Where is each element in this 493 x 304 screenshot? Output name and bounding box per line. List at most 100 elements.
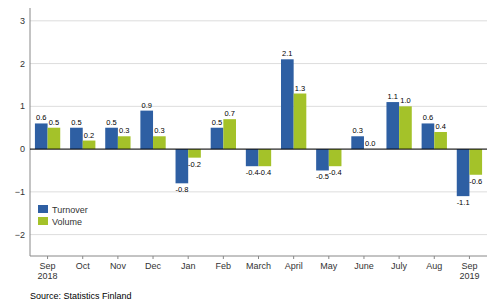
- x-tick-label: June: [354, 261, 374, 271]
- data-label: 0.2: [84, 131, 94, 140]
- x-tick: [188, 256, 189, 259]
- y-tick-label: 1: [20, 101, 25, 111]
- x-tick-label-line: Dec: [145, 261, 162, 271]
- data-label: 0.4: [435, 122, 445, 131]
- x-tick-label: Aug: [426, 261, 442, 271]
- data-label: -0.2: [188, 160, 201, 169]
- data-label: -0.5: [316, 172, 329, 181]
- legend-swatch: [38, 205, 48, 213]
- bar: [105, 128, 118, 149]
- bar: [434, 132, 447, 149]
- data-label: 2.1: [282, 49, 292, 58]
- x-tick-label-line: June: [354, 261, 374, 271]
- bar: [246, 149, 259, 166]
- bars: [35, 59, 482, 196]
- x-tick: [258, 256, 259, 259]
- x-tick-label-line: Feb: [216, 261, 232, 271]
- x-tick: [363, 256, 364, 259]
- x-tick-label: Jan: [181, 261, 196, 271]
- bar: [140, 111, 153, 149]
- legend-label: Volume: [52, 217, 82, 227]
- x-tick-label-line: Aug: [426, 261, 442, 271]
- data-label: 0.7: [224, 109, 234, 118]
- x-tick-label-line: Nov: [110, 261, 127, 271]
- grid-line: [30, 234, 487, 235]
- bar: [399, 106, 412, 149]
- bar: [386, 102, 399, 149]
- data-label: 0.5: [212, 118, 222, 127]
- bar: [153, 136, 166, 149]
- data-label: 0.0: [365, 139, 375, 148]
- bar: [259, 149, 272, 166]
- data-label: -0.4: [329, 168, 342, 177]
- bar: [329, 149, 342, 166]
- x-tick-label-line: Jan: [181, 261, 196, 271]
- x-tick-label-line: 2019: [459, 271, 479, 281]
- data-label: 0.9: [141, 101, 151, 110]
- data-label: 0.5: [49, 118, 59, 127]
- bar: [469, 149, 482, 175]
- legend-label: Turnover: [52, 205, 88, 215]
- grid-line: [30, 149, 487, 150]
- y-tick-label: 2: [20, 59, 25, 69]
- bar: [70, 128, 83, 149]
- x-tick-label-line: March: [246, 261, 271, 271]
- bar: [48, 128, 61, 149]
- data-label: 0.3: [352, 126, 362, 135]
- x-tick-label: Nov: [110, 261, 127, 271]
- bar: [211, 128, 224, 149]
- x-tick-label: Sep2018: [38, 261, 58, 281]
- x-tick-label: Sep2019: [459, 261, 479, 281]
- x-tick-label: Feb: [216, 261, 232, 271]
- data-label: 0.5: [71, 118, 81, 127]
- data-label: 0.5: [106, 118, 116, 127]
- data-label: -0.6: [469, 177, 482, 186]
- data-label: 0.6: [36, 113, 46, 122]
- bar: [294, 94, 307, 150]
- x-tick: [82, 256, 83, 259]
- bar: [316, 149, 329, 170]
- legend: Turnover Volume: [38, 205, 88, 227]
- source-note: Source: Statistics Finland: [30, 291, 132, 301]
- bar: [422, 123, 435, 149]
- data-labels: 0.60.50.50.9-0.80.5-0.42.1-0.50.31.10.6-…: [36, 49, 482, 207]
- chart: −2−101230.60.50.50.9-0.80.5-0.42.1-0.50.…: [0, 0, 493, 304]
- x-tick: [293, 256, 294, 259]
- x-tick: [434, 256, 435, 259]
- data-label: 1.3: [295, 84, 305, 93]
- grid-line: [30, 106, 487, 107]
- legend-swatch: [38, 217, 48, 225]
- bar: [281, 59, 294, 149]
- data-label: 1.1: [388, 92, 398, 101]
- data-label: 0.3: [154, 126, 164, 135]
- y-tick-label: −1: [15, 187, 25, 197]
- x-tick-label-line: Oct: [76, 261, 91, 271]
- x-tick: [153, 256, 154, 259]
- data-label: 1.0: [400, 96, 410, 105]
- x-tick-label-line: Sep: [461, 261, 477, 271]
- x-tick-label: March: [246, 261, 271, 271]
- data-label: -0.4: [246, 168, 259, 177]
- data-label: -1.1: [457, 198, 470, 207]
- x-tick: [47, 256, 48, 259]
- grid-line: [30, 63, 487, 64]
- x-tick-label: Dec: [145, 261, 162, 271]
- x-tick-label-line: Sep: [40, 261, 56, 271]
- x-tick: [328, 256, 329, 259]
- x-tick-label: Oct: [76, 261, 91, 271]
- data-label: -0.8: [175, 185, 188, 194]
- bar: [457, 149, 470, 196]
- bar: [176, 149, 189, 183]
- grid-line: [30, 191, 487, 192]
- x-tick-label: July: [391, 261, 408, 271]
- data-label: 0.6: [423, 113, 433, 122]
- x-tick-label: May: [320, 261, 338, 271]
- bar: [35, 123, 48, 149]
- y-axis-line: [30, 8, 31, 256]
- x-tick-label: April: [285, 261, 303, 271]
- x-tick-label-line: May: [320, 261, 338, 271]
- x-tick: [117, 256, 118, 259]
- bar: [188, 149, 201, 158]
- bar: [118, 136, 131, 149]
- zero-line: [30, 149, 487, 150]
